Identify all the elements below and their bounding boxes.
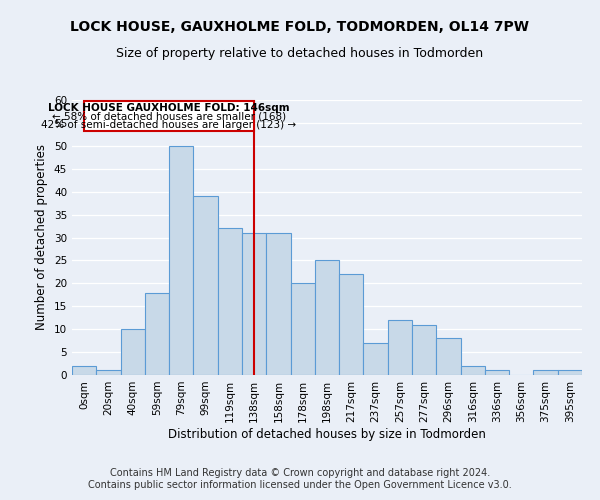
Text: LOCK HOUSE, GAUXHOLME FOLD, TODMORDEN, OL14 7PW: LOCK HOUSE, GAUXHOLME FOLD, TODMORDEN, O…	[71, 20, 530, 34]
Text: Size of property relative to detached houses in Todmorden: Size of property relative to detached ho…	[116, 48, 484, 60]
Bar	[533, 370, 558, 375]
Bar	[485, 370, 509, 375]
Bar	[169, 146, 193, 375]
Bar	[218, 228, 242, 375]
Bar	[193, 196, 218, 375]
Bar	[461, 366, 485, 375]
Text: 42% of semi-detached houses are larger (123) →: 42% of semi-detached houses are larger (…	[41, 120, 296, 130]
Bar	[72, 366, 96, 375]
Bar	[96, 370, 121, 375]
Bar	[339, 274, 364, 375]
Bar	[364, 343, 388, 375]
Bar	[242, 233, 266, 375]
X-axis label: Distribution of detached houses by size in Todmorden: Distribution of detached houses by size …	[168, 428, 486, 440]
Bar	[315, 260, 339, 375]
Bar	[388, 320, 412, 375]
Bar	[266, 233, 290, 375]
Text: ← 58% of detached houses are smaller (168): ← 58% of detached houses are smaller (16…	[52, 112, 286, 122]
Bar	[121, 329, 145, 375]
Bar	[290, 284, 315, 375]
Bar	[84, 101, 254, 131]
Y-axis label: Number of detached properties: Number of detached properties	[35, 144, 49, 330]
Text: Contains HM Land Registry data © Crown copyright and database right 2024.
Contai: Contains HM Land Registry data © Crown c…	[88, 468, 512, 490]
Text: LOCK HOUSE GAUXHOLME FOLD: 146sqm: LOCK HOUSE GAUXHOLME FOLD: 146sqm	[48, 104, 290, 114]
Bar	[436, 338, 461, 375]
Bar	[145, 292, 169, 375]
Bar	[412, 324, 436, 375]
Bar	[558, 370, 582, 375]
